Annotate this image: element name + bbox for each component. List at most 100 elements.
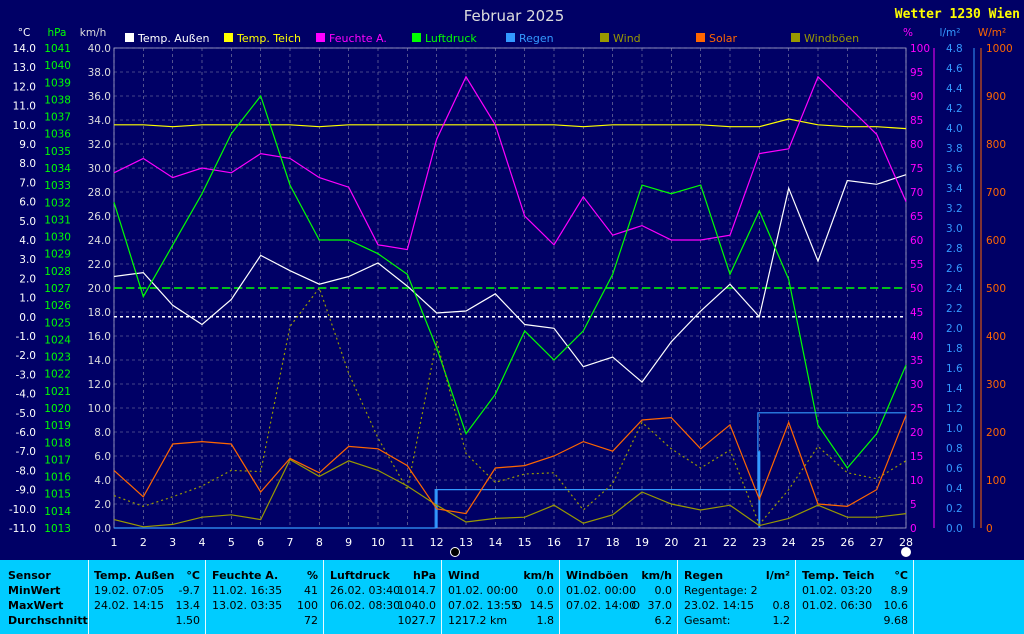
temp-teich-max-value: 10.6 [883,599,909,612]
temp-tick-label: -4.0 [16,389,37,401]
wind-tick-label: 4.0 [94,475,111,487]
solar-tick-label: 200 [986,427,1006,439]
moon-phase-new-icon [450,547,460,557]
temp-tick-label: 8.0 [19,158,36,170]
rain-tick-label: 0.2 [946,503,963,515]
humidity-tick-label: 75 [910,163,923,175]
wind-distance: 1217.2 km [448,614,508,627]
x-tick-label: 25 [811,536,825,549]
brand-label: Wetter 1230 Wien [895,7,1020,22]
wind-tick-label: 12.0 [88,379,111,391]
temp-tick-label: 1.0 [19,293,36,305]
wind-max-value: 14.5 [529,599,555,612]
pressure-tick-label: 1028 [44,266,71,278]
sensor-header: Sensor [8,569,51,582]
pressure-tick-label: 1016 [44,472,71,484]
pressure-tick-label: 1035 [44,146,71,158]
pressure-tick-label: 1017 [44,454,71,466]
legend-label: Regen [519,32,554,45]
temp-tick-label: 3.0 [19,254,36,266]
regen-max-value: 0.8 [772,599,791,612]
temp-teich-series-line [114,118,907,130]
windboeen-min-time: 01.02. 00:00 [566,584,637,597]
regen-header: Regen [684,569,724,582]
wind-avg-value: 1.8 [536,614,555,627]
temp-unit-label: °C [18,27,31,39]
x-tick-label: 9 [345,536,352,549]
pressure-unit-label: hPa [48,27,67,39]
humidity-tick-label: 5 [910,499,917,511]
solar-tick-label: 900 [986,91,1006,103]
temp-tick-label: -3.0 [16,369,37,381]
legend-swatch [600,33,609,42]
humidity-tick-label: 40 [910,331,923,343]
humidity-tick-label: 60 [910,235,923,247]
rain-tick-label: 2.8 [946,243,963,255]
humidity-tick-label: 35 [910,355,923,367]
temp-tick-label: -9.0 [16,485,37,497]
rain-tick-label: 4.2 [946,103,963,115]
x-tick-label: 15 [518,536,532,549]
temp-tick-label: 13.0 [13,62,36,74]
wind-tick-label: 32.0 [88,139,111,151]
x-tick-label: 8 [316,536,323,549]
temp-tick-label: 4.0 [19,235,36,247]
humidity-tick-label: 0 [910,523,917,535]
pressure-tick-label: 1014 [44,506,71,518]
pressure-tick-label: 1020 [44,403,71,415]
humidity-tick-label: 15 [910,451,923,463]
rain-tick-label: 0.8 [946,443,963,455]
wind-max-direction: O [513,599,522,612]
x-tick-label: 10 [371,536,385,549]
x-tick-label: 22 [723,536,737,549]
rain-tick-label: 2.6 [946,263,963,275]
moon-phase-full-icon [901,547,911,557]
pressure-tick-label: 1021 [44,386,71,398]
humidity-tick-label: 45 [910,307,923,319]
humidity-tick-label: 10 [910,475,923,487]
x-tick-label: 3 [169,536,176,549]
temp-aussen-avg-value: 1.50 [175,614,201,627]
humidity-tick-label: 90 [910,91,923,103]
rain-tick-label: 3.8 [946,143,963,155]
legend-label: Solar [709,32,738,45]
wind-column: Wind km/h 01.02. 00:00 0.0 07.02. 13:55 … [448,564,554,630]
temp-aussen-max-time: 24.02. 14:15 [94,599,165,612]
feuchte-min-time: 11.02. 16:35 [212,584,283,597]
pressure-tick-label: 1032 [44,197,71,209]
wind-unit: km/h [523,569,554,582]
pressure-tick-label: 1022 [44,369,71,381]
rain-tick-label: 0.6 [946,463,963,475]
pressure-tick-label: 1037 [44,112,71,124]
chart-axes: 14.013.012.011.010.09.08.07.06.05.04.03.… [9,27,1013,557]
wind-min-time: 01.02. 00:00 [448,584,519,597]
windboeen-min-value: 0.0 [654,584,673,597]
wind-tick-label: 40.0 [88,43,111,55]
luftdruck-min-value: 1014.7 [397,584,437,597]
rain-tick-label: 3.6 [946,163,963,175]
humidity-tick-label: 20 [910,427,923,439]
windboeen-avg-value: 6.2 [654,614,673,627]
legend-label: Feuchte A. [329,32,387,45]
luftdruck-max-time: 06.02. 08:30 [330,599,401,612]
feuchte-unit: % [306,569,318,582]
pressure-tick-label: 1019 [44,420,71,432]
luftdruck-max-value: 1040.0 [397,599,437,612]
x-tick-label: 13 [459,536,473,549]
wind-tick-label: 8.0 [94,427,111,439]
x-tick-label: 5 [228,536,235,549]
temp-tick-label: -8.0 [16,465,37,477]
feuchte-a--series-line [113,75,907,251]
temp-teich-min-time: 01.02. 03:20 [802,584,873,597]
rain-tick-label: 2.4 [946,283,963,295]
wind-tick-label: 36.0 [88,91,111,103]
rain-tick-label: 1.0 [946,423,963,435]
x-tick-label: 2 [140,536,147,549]
wind-tick-label: 24.0 [88,235,111,247]
temp-aussen-min-value: -9.7 [178,584,200,597]
temp-aussen-max-value: 13.4 [175,599,201,612]
pressure-tick-label: 1039 [44,77,71,89]
moon-phase-icon [450,547,911,557]
wind-tick-label: 22.0 [88,259,111,271]
rain-tick-label: 3.4 [946,183,963,195]
